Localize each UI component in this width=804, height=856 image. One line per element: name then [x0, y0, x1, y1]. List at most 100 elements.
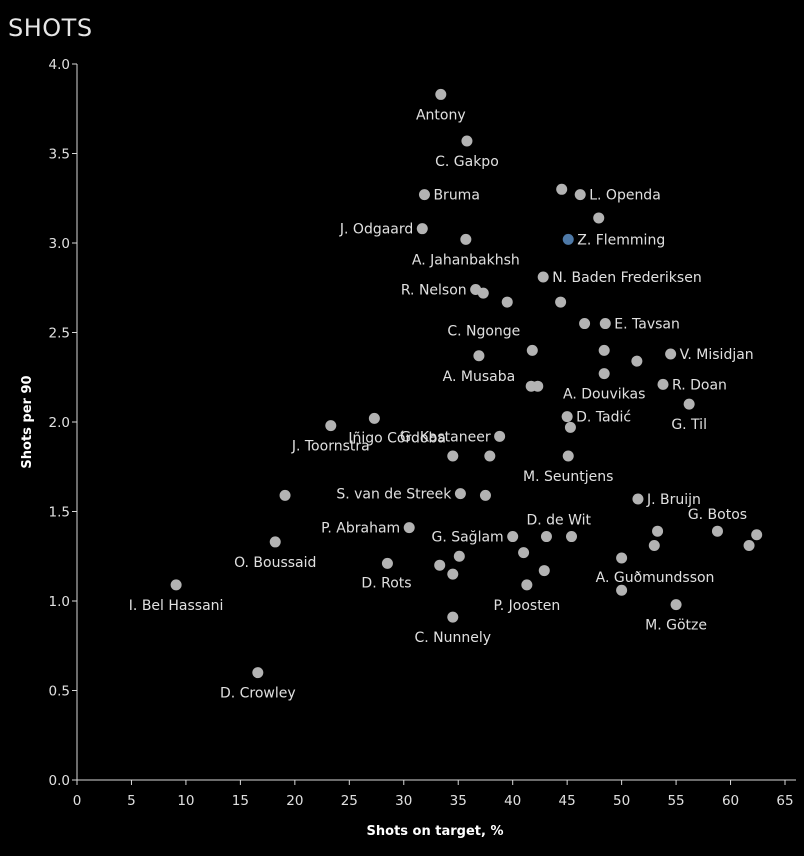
data-point[interactable] [652, 525, 664, 537]
data-point[interactable] [574, 189, 586, 201]
data-point[interactable] [657, 378, 669, 390]
x-tick-label: 20 [286, 793, 303, 809]
data-point[interactable] [435, 88, 447, 100]
data-point[interactable] [537, 271, 549, 283]
x-tick-label: 45 [559, 793, 576, 809]
data-point[interactable] [556, 183, 568, 195]
data-point[interactable] [598, 344, 610, 356]
point-label: Bruma [433, 188, 479, 204]
y-tick-label: 1.0 [49, 594, 70, 610]
point-label: D. de Wit [526, 513, 591, 529]
point-label: C. Gakpo [435, 154, 499, 170]
data-point[interactable] [526, 344, 538, 356]
point-label: D. Crowley [220, 686, 296, 702]
data-point[interactable] [473, 350, 485, 362]
data-point[interactable] [381, 557, 393, 569]
data-point[interactable] [665, 348, 677, 360]
point-label: Iñigo Córdoba [348, 430, 446, 446]
x-tick-label: 60 [722, 793, 739, 809]
data-point[interactable] [632, 493, 644, 505]
data-point[interactable] [325, 420, 337, 432]
data-point[interactable] [683, 398, 695, 410]
data-point[interactable] [598, 368, 610, 380]
data-point[interactable] [477, 287, 489, 299]
point-label: M. Götze [645, 618, 707, 634]
data-point[interactable] [403, 522, 415, 534]
data-point[interactable] [711, 525, 723, 537]
data-point[interactable] [368, 412, 380, 424]
data-point[interactable] [416, 223, 428, 235]
point-label: D. Tadić [576, 410, 631, 426]
x-tick-label: 65 [776, 793, 793, 809]
point-label: J. Odgaard [339, 222, 413, 238]
data-point[interactable] [418, 189, 430, 201]
data-point[interactable] [518, 547, 530, 559]
data-point[interactable] [564, 421, 576, 433]
y-axis-title: Shots per 90 [20, 375, 35, 468]
point-label: S. van de Streek [336, 487, 452, 503]
data-point[interactable] [579, 318, 591, 330]
point-label: G. Til [671, 417, 707, 433]
point-label: O. Boussaid [234, 555, 316, 571]
data-point[interactable] [562, 233, 574, 245]
y-tick-label: 1.5 [49, 505, 70, 521]
x-tick-label: 30 [395, 793, 412, 809]
data-point[interactable] [252, 667, 264, 679]
data-point[interactable] [454, 488, 466, 500]
axes: 0.0 0.5 1.0 1.5 2.0 2.5 3.0 3.5 4.0 0 5 10 15 20 25 30 3… [20, 57, 796, 839]
data-point[interactable] [540, 531, 552, 543]
data-point[interactable] [648, 540, 660, 552]
data-point[interactable] [751, 529, 763, 541]
data-point[interactable] [538, 565, 550, 577]
data-point[interactable] [670, 599, 682, 611]
data-point[interactable] [447, 450, 459, 462]
point-label: C. Nunnely [415, 630, 492, 646]
data-point[interactable] [434, 559, 446, 571]
data-point[interactable] [461, 135, 473, 147]
point-label: J. Toornstra [291, 439, 370, 455]
x-tick-label: 35 [450, 793, 467, 809]
chart-title: SHOTS [8, 14, 93, 42]
data-point[interactable] [616, 552, 628, 564]
point-label: R. Nelson [401, 283, 467, 299]
point-label: A. Guðmundsson [596, 570, 715, 586]
data-point[interactable] [743, 540, 755, 552]
x-axis-title: Shots on target, % [367, 824, 504, 839]
y-tick-label: 3.5 [49, 147, 70, 163]
data-point[interactable] [507, 531, 519, 543]
point-labels: Antony C. Gakpo Bruma L. Openda J. Odgaard A.… [129, 107, 754, 701]
data-point[interactable] [170, 579, 182, 591]
y-tick-label: 0.0 [49, 773, 70, 789]
y-tick-label: 2.0 [49, 415, 70, 431]
data-point[interactable] [269, 536, 281, 548]
x-tick-label: 0 [73, 793, 82, 809]
x-tick-label: 50 [613, 793, 630, 809]
data-point[interactable] [460, 233, 472, 245]
data-point[interactable] [555, 296, 567, 308]
data-point[interactable] [562, 450, 574, 462]
data-point[interactable] [479, 489, 491, 501]
data-point[interactable] [616, 584, 628, 596]
data-point[interactable] [279, 489, 291, 501]
point-label: G. Botos [688, 507, 747, 523]
data-point[interactable] [453, 550, 465, 562]
x-tick-label: 10 [177, 793, 194, 809]
point-label: C. Ngonge [447, 323, 520, 339]
data-point[interactable] [447, 568, 459, 580]
data-point[interactable] [532, 380, 544, 392]
data-point[interactable] [521, 579, 533, 591]
point-label: G. Kastaneer [400, 429, 491, 445]
data-point[interactable] [494, 430, 506, 442]
data-point[interactable] [566, 531, 578, 543]
data-point[interactable] [501, 296, 513, 308]
x-tick-label: 55 [667, 793, 684, 809]
data-point[interactable] [599, 318, 611, 330]
point-label: R. Doan [672, 377, 727, 393]
data-point[interactable] [593, 212, 605, 224]
data-point[interactable] [631, 355, 643, 367]
data-point[interactable] [484, 450, 496, 462]
data-point[interactable] [447, 611, 459, 623]
data-point[interactable] [561, 411, 573, 423]
x-tick-label: 5 [127, 793, 136, 809]
